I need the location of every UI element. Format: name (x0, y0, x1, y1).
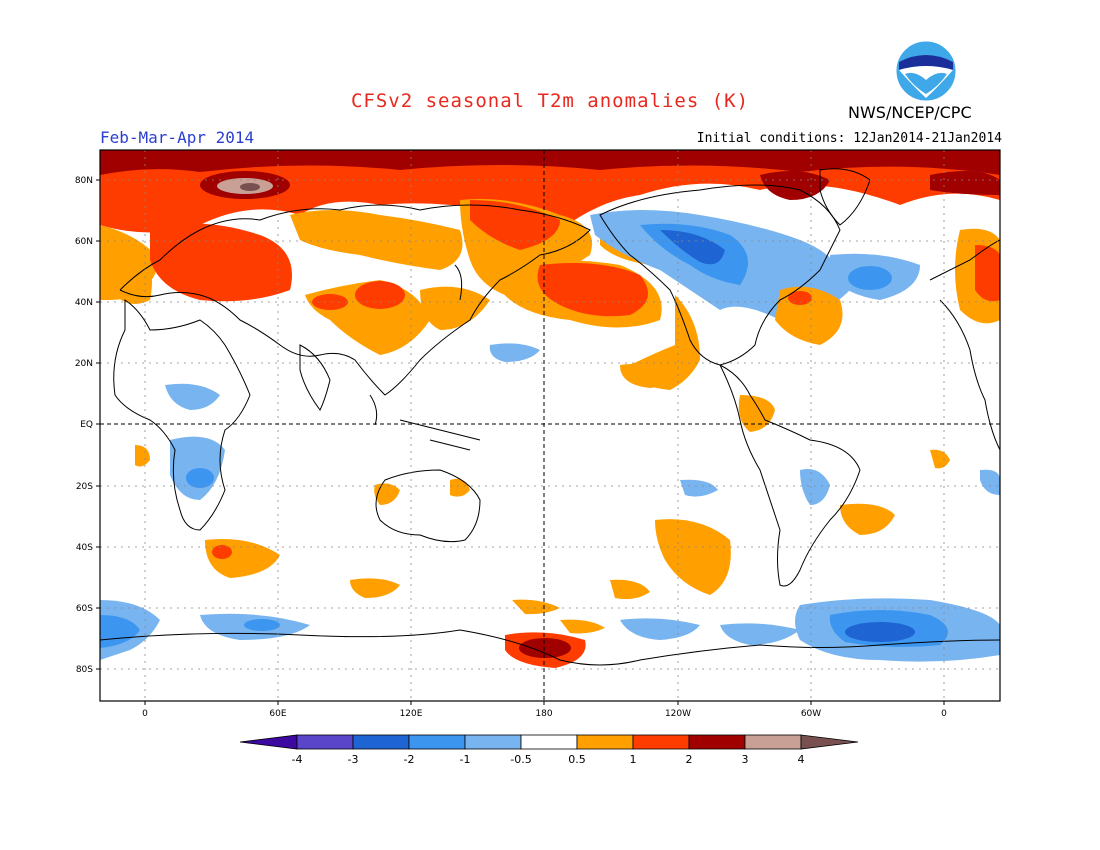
colorbar-cell-neutral (520, 734, 578, 750)
colorbar-label: -4 (292, 753, 303, 766)
lat-label-20n: 20N (75, 359, 93, 369)
colorbar-cell-neg1-neg05 (464, 734, 522, 750)
lon-label-0-left: 0 (142, 709, 148, 719)
lon-label-180: 180 (535, 709, 552, 719)
map-title: CFSv2 seasonal T2m anomalies (K) (350, 90, 750, 112)
colorbar-cell-neg3-neg2 (352, 734, 410, 750)
colorbar-cell-p2-3 (688, 734, 746, 750)
colorbar-cell-neg4-neg3 (296, 734, 354, 750)
lat-label-40s: 40S (76, 543, 93, 553)
tick-marks (96, 179, 945, 705)
colorbar-cell-gt-4 (800, 734, 859, 750)
colorbar-cell-lt-neg4 (239, 734, 298, 750)
coastlines (100, 168, 1000, 666)
lat-label-80s: 80S (76, 665, 93, 675)
lat-label-80n: 80N (75, 176, 93, 186)
lon-label-120w: 120W (665, 709, 691, 719)
lon-label-60w: 60W (801, 709, 821, 719)
lat-label-60s: 60S (76, 604, 93, 614)
lon-label-0-right: 0 (941, 709, 947, 719)
lat-label-60n: 60N (75, 237, 93, 247)
agency-label: NWS/NCEP/CPC (848, 103, 972, 122)
lat-label-eq: EQ (80, 420, 93, 430)
lat-label-20s: 20S (76, 482, 93, 492)
noaa-logo-icon (895, 40, 957, 102)
colorbar-cell-p1-2 (632, 734, 690, 750)
anomaly-shading (100, 150, 1000, 668)
colorbar (239, 734, 859, 750)
colorbar-cell-neg2-neg1 (408, 734, 466, 750)
lon-label-60e: 60E (269, 709, 286, 719)
graticule (100, 150, 1000, 701)
map-frame (99, 149, 1001, 702)
colorbar-label: 3 (742, 753, 749, 766)
colorbar-label: 2 (686, 753, 693, 766)
forecast-period: Feb-Mar-Apr 2014 (100, 128, 255, 147)
colorbar-label: -2 (404, 753, 415, 766)
colorbar-label: 1 (630, 753, 637, 766)
colorbar-cell-p05-1 (576, 734, 634, 750)
colorbar-label: -3 (348, 753, 359, 766)
colorbar-cell-p3-4 (744, 734, 802, 750)
lat-label-40n: 40N (75, 298, 93, 308)
colorbar-label: 4 (798, 753, 805, 766)
colorbar-label: -0.5 (510, 753, 531, 766)
initial-conditions: Initial conditions: 12Jan2014-21Jan2014 (696, 131, 1002, 146)
colorbar-label: 0.5 (568, 753, 586, 766)
lon-label-120e: 120E (400, 709, 423, 719)
colorbar-label: -1 (460, 753, 471, 766)
